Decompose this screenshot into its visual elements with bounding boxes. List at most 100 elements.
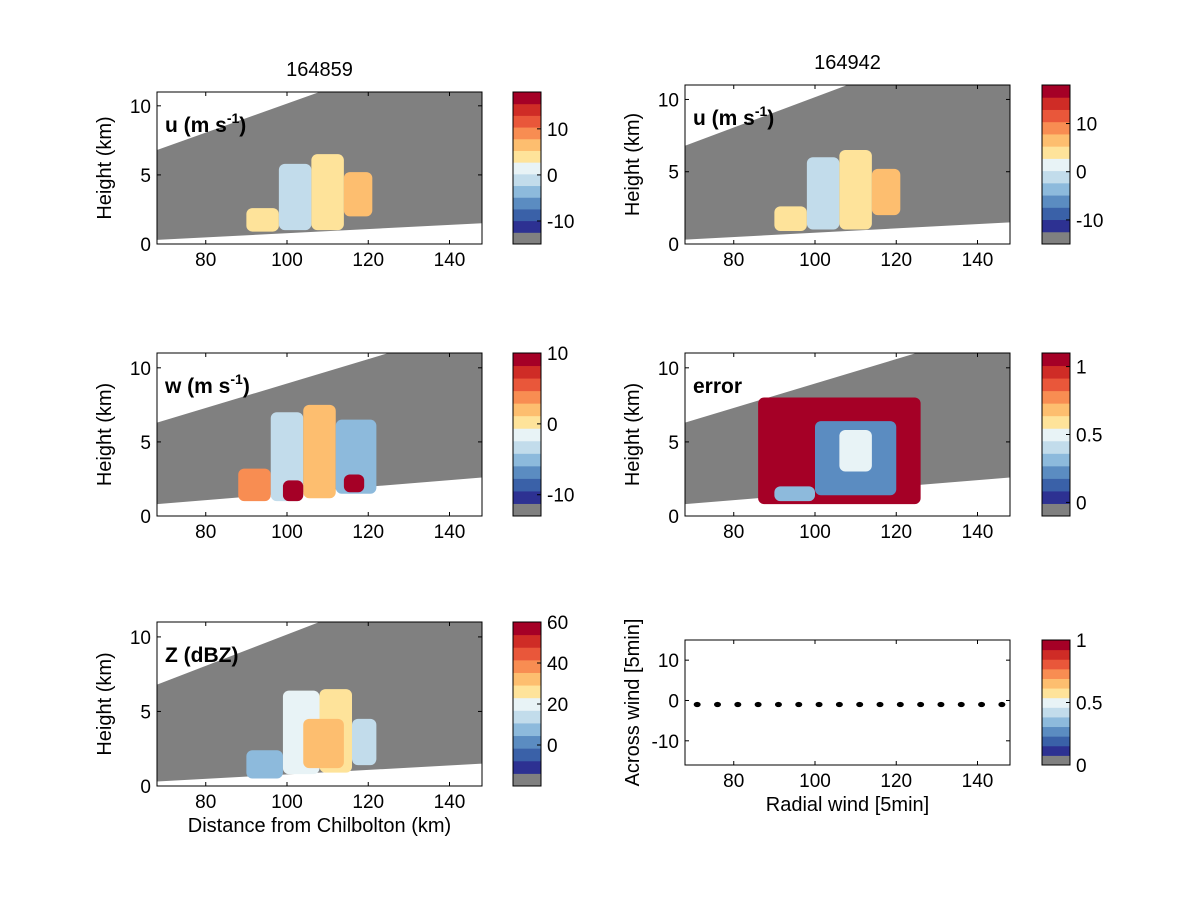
colorbar-band: [513, 150, 541, 163]
colorbar-tick-label: 0: [547, 166, 558, 187]
x-tick-label: 100: [271, 522, 303, 543]
colorbar-band: [1042, 688, 1070, 699]
colorbar-band: [513, 138, 541, 151]
colorbar: 00.51: [1041, 631, 1102, 777]
wind-point-9: [876, 701, 884, 708]
colorbar-band: [1042, 219, 1070, 233]
colorbar-band: [513, 478, 541, 492]
x-tick-label: 120: [352, 250, 384, 271]
y-axis-label: Height (km): [94, 116, 116, 219]
echo-cell-2: [311, 154, 344, 231]
colorbar-band: [513, 378, 541, 392]
colorbar-band: [1042, 726, 1070, 737]
colorbar-band: [513, 390, 541, 404]
colorbar-band: [513, 697, 541, 711]
x-tick-label: 100: [799, 250, 831, 271]
colorbar-band: [1042, 465, 1070, 479]
colorbar-band: [513, 220, 541, 233]
echo-cell-1: [774, 486, 815, 502]
echo-cell-4: [282, 480, 304, 502]
colorbar-band: [1042, 415, 1070, 429]
y-tick-label: 0: [140, 507, 151, 528]
x-tick-label: 140: [434, 522, 466, 543]
colorbar-band-missing: [513, 503, 541, 516]
y-tick-label: 5: [140, 166, 151, 187]
y-axis-label: Height (km): [622, 383, 644, 486]
colorbar-band: [1042, 649, 1070, 660]
axes-frame: [156, 352, 483, 517]
colorbar-tick-label: -10: [547, 212, 574, 233]
colorbar-band: [1042, 707, 1070, 718]
echo-cell-3: [352, 718, 377, 766]
colorbar-tick-label: -10: [547, 486, 574, 507]
colorbar-tick-label: 0: [1076, 493, 1087, 514]
echo-cell-3: [839, 430, 872, 472]
colorbar: -10 0 10: [512, 344, 574, 517]
colorbar-tick-label: 1: [1076, 358, 1087, 379]
colorbar-band: [1042, 736, 1070, 747]
x-axis-label: Radial wind [5min]: [766, 794, 929, 816]
echo-cell-1: [278, 163, 312, 231]
y-tick-label: 5: [668, 163, 679, 184]
x-axis-label: Distance from Chilbolton (km): [188, 815, 451, 837]
colorbar-frame: [512, 352, 542, 517]
panel-title: 164859: [286, 59, 353, 81]
colorbar-tick-label: 60: [547, 613, 568, 634]
wind-point-14: [978, 701, 986, 708]
x-tick-label: 120: [880, 771, 912, 792]
wind-point-11: [917, 701, 925, 708]
colorbar-tick-label: 0: [547, 415, 558, 436]
colorbar-band-missing: [1042, 503, 1070, 516]
colorbar-tick-label: 0.5: [1076, 694, 1102, 715]
colorbar-band: [513, 173, 541, 187]
colorbar-band: [1042, 378, 1070, 392]
field-label: w (m s-1): [164, 371, 250, 398]
colorbar-band: [513, 185, 541, 198]
colorbar-band: [513, 115, 541, 128]
x-tick-label: 100: [271, 250, 303, 271]
colorbar-band: [513, 622, 541, 636]
y-axis-label: Height (km): [622, 113, 644, 216]
colorbar-tick-label: 0: [1076, 756, 1087, 777]
colorbar-band: [513, 748, 541, 762]
axes-frame: [684, 352, 1011, 517]
colorbar-band: [1042, 85, 1070, 98]
colorbar-band: [1042, 716, 1070, 728]
colorbar-band: [1042, 490, 1070, 504]
plot-area: [685, 353, 1010, 505]
axes-frame: [156, 621, 483, 787]
colorbar-band: [513, 103, 541, 116]
echo-cell-4: [303, 718, 344, 769]
echo-cell-3: [343, 172, 373, 217]
field-label-text: Z (dBZ): [165, 644, 238, 667]
field-label-superscript: -1: [230, 371, 243, 387]
x-tick-label: 80: [195, 250, 216, 271]
colorbar-band: [1042, 668, 1070, 679]
colorbar-band-missing: [513, 773, 541, 786]
echo-cell-1: [270, 412, 304, 502]
x-tick-label: 80: [723, 771, 744, 792]
colorbar-band: [1042, 97, 1070, 110]
axes-frame: [156, 91, 483, 245]
wind-point-8: [856, 701, 864, 708]
x-tick-label: 120: [352, 522, 384, 543]
colorbar-tick-label: 0: [1076, 163, 1087, 184]
colorbar-band: [513, 685, 541, 699]
axes-frame: [684, 84, 1011, 245]
wind-point-2: [734, 701, 742, 708]
field-label-suffix: ): [767, 107, 774, 130]
wind-point-5: [795, 701, 803, 708]
echo-cell-2: [839, 150, 872, 230]
colorbar-band: [513, 440, 541, 454]
wind-point-1: [714, 701, 721, 708]
echo-cell-0: [246, 750, 283, 779]
colorbar-band: [1042, 440, 1070, 454]
colorbar-band: [513, 659, 541, 673]
y-tick-label: 5: [140, 702, 151, 723]
wind-point-7: [835, 701, 843, 708]
colorbar-band: [1042, 121, 1070, 135]
colorbar-band-missing: [1042, 231, 1070, 244]
